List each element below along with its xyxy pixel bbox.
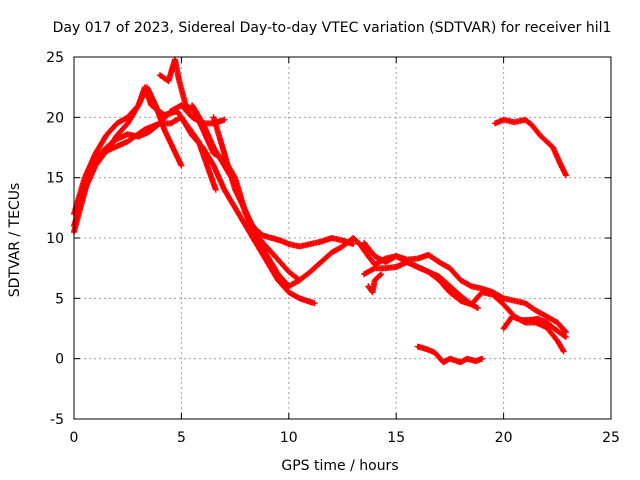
y-tick-label: 25 bbox=[46, 50, 64, 66]
series-markers bbox=[75, 114, 318, 307]
series-markers bbox=[500, 313, 569, 340]
series-track-5 bbox=[156, 56, 357, 250]
y-axis-label: SDTVAR / TECUs bbox=[7, 183, 23, 298]
series-track-4 bbox=[75, 114, 318, 307]
x-tick-label: 25 bbox=[602, 430, 620, 446]
y-tick-label: 15 bbox=[46, 171, 64, 187]
x-tick-label: 15 bbox=[387, 430, 405, 446]
series-track-7 bbox=[210, 114, 303, 284]
series-markers bbox=[492, 116, 569, 179]
y-tick-label: 5 bbox=[55, 291, 64, 307]
series-markers bbox=[156, 56, 357, 250]
series-markers bbox=[210, 114, 303, 284]
series-markers bbox=[361, 259, 567, 355]
series-track-2 bbox=[71, 84, 185, 229]
series-markers bbox=[365, 271, 385, 296]
data-points bbox=[71, 56, 569, 366]
y-tick-label: 20 bbox=[46, 110, 64, 126]
x-tick-label: 0 bbox=[70, 430, 79, 446]
series-track-12 bbox=[414, 343, 486, 366]
series-track-10 bbox=[500, 313, 569, 340]
y-tick-label: 0 bbox=[55, 352, 64, 368]
series-markers bbox=[414, 343, 486, 366]
axis-ticks: 0 5 10 15 20 25 -5 0 5 10 15 20 25 bbox=[46, 50, 620, 446]
y-tick-label: -5 bbox=[50, 412, 64, 428]
series-track-13 bbox=[492, 116, 569, 179]
series-markers bbox=[71, 84, 219, 217]
x-axis-label: GPS time / hours bbox=[281, 458, 398, 474]
series-track-9 bbox=[361, 259, 567, 355]
x-tick-label: 20 bbox=[495, 430, 513, 446]
y-tick-label: 10 bbox=[46, 231, 64, 247]
series-track-11 bbox=[365, 271, 385, 296]
chart-title: Day 017 of 2023, Sidereal Day-to-day VTE… bbox=[53, 20, 612, 36]
series-markers bbox=[71, 84, 185, 229]
x-tick-label: 10 bbox=[280, 430, 298, 446]
x-tick-label: 5 bbox=[177, 430, 186, 446]
series-track-3 bbox=[71, 84, 219, 217]
